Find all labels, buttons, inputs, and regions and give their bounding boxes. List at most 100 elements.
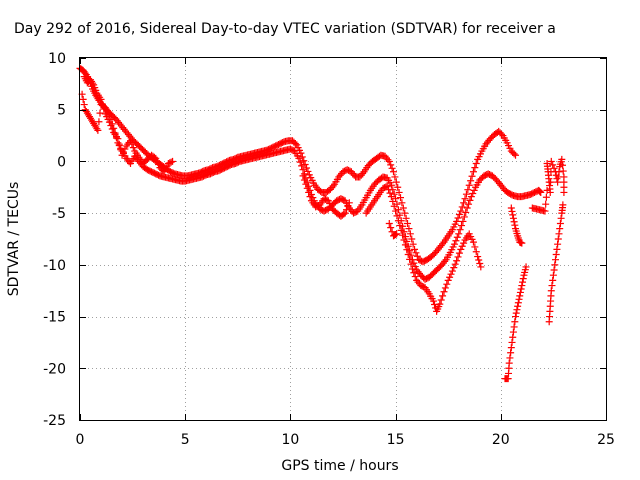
data-point [559, 161, 567, 169]
data-point [448, 267, 456, 275]
data-point [344, 202, 352, 210]
data-point [392, 231, 400, 239]
data-point [441, 257, 449, 265]
data-point [395, 188, 403, 196]
data-point [554, 235, 562, 243]
data-point [459, 217, 467, 225]
data-point [451, 260, 459, 268]
data-point [306, 193, 314, 201]
data-point [399, 231, 407, 239]
data-point [343, 206, 351, 214]
data-point [510, 218, 518, 226]
data-point [94, 126, 102, 134]
data-point [458, 242, 466, 250]
data-point [468, 172, 476, 180]
data-point [390, 202, 398, 210]
data-point [555, 168, 563, 176]
data-point [359, 169, 367, 177]
data-point [512, 309, 520, 317]
data-point [556, 219, 564, 227]
data-point [475, 256, 483, 264]
data-point [461, 195, 469, 203]
data-point [329, 182, 337, 190]
data-point [299, 172, 307, 180]
data-point [439, 292, 447, 300]
data-point [447, 270, 455, 278]
data-point [398, 199, 406, 207]
data-point [413, 252, 421, 260]
data-point [440, 288, 448, 296]
data-point [510, 150, 518, 158]
data-point [550, 266, 558, 274]
data-point [535, 187, 543, 195]
data-point [383, 182, 391, 190]
x-tick-label: 5 [181, 432, 190, 448]
data-point [460, 199, 468, 207]
data-point [547, 287, 555, 295]
data-point [505, 359, 513, 367]
data-point [298, 162, 306, 170]
data-point [558, 155, 566, 163]
data-point [471, 243, 479, 251]
x-tick-label: 15 [387, 432, 405, 448]
data-point [107, 122, 115, 130]
series-4 [501, 155, 568, 383]
data-point [93, 125, 101, 133]
data-point [299, 166, 307, 174]
data-point [519, 278, 527, 286]
data-point [536, 188, 544, 196]
data-point [464, 186, 472, 194]
data-point [406, 230, 414, 238]
data-point [401, 209, 409, 217]
data-point [303, 184, 311, 192]
data-point [506, 354, 514, 362]
data-point [549, 271, 557, 279]
data-point [301, 161, 309, 169]
data-point [96, 109, 104, 117]
data-point [549, 161, 557, 169]
data-point [80, 101, 88, 109]
data-point [509, 328, 517, 336]
data-point [341, 209, 349, 217]
y-tick-label: 5 [57, 103, 66, 119]
data-point [516, 292, 524, 300]
data-point [469, 168, 477, 176]
data-point [549, 276, 557, 284]
data-point [470, 186, 478, 194]
data-point [407, 260, 415, 268]
y-tick-label: -20 [43, 361, 66, 377]
data-point [555, 230, 563, 238]
data-point [457, 245, 465, 253]
data-point [100, 105, 108, 113]
data-point [388, 164, 396, 172]
data-point [300, 176, 308, 184]
data-point [462, 208, 470, 216]
data-point [115, 140, 123, 148]
data-point [550, 164, 558, 172]
data-point [394, 183, 402, 191]
x-tick-label: 0 [76, 432, 85, 448]
data-point [498, 130, 506, 138]
data-point [454, 214, 462, 222]
x-tick-label: 20 [492, 432, 510, 448]
data-point [118, 151, 126, 159]
data-point [507, 344, 515, 352]
data-point [155, 161, 163, 169]
series-2 [78, 90, 545, 283]
data-point [387, 161, 395, 169]
data-point [89, 79, 97, 87]
data-point [559, 167, 567, 175]
data-point [513, 306, 521, 314]
data-point [511, 221, 519, 229]
data-point [129, 144, 137, 152]
data-point [392, 207, 400, 215]
data-point [152, 154, 160, 162]
data-point [514, 302, 522, 310]
data-point [385, 157, 393, 165]
data-point [389, 168, 397, 176]
data-point [405, 225, 413, 233]
y-tick-label: -15 [43, 310, 66, 326]
data-point [153, 157, 161, 165]
data-point [510, 323, 518, 331]
data-point [451, 240, 459, 248]
